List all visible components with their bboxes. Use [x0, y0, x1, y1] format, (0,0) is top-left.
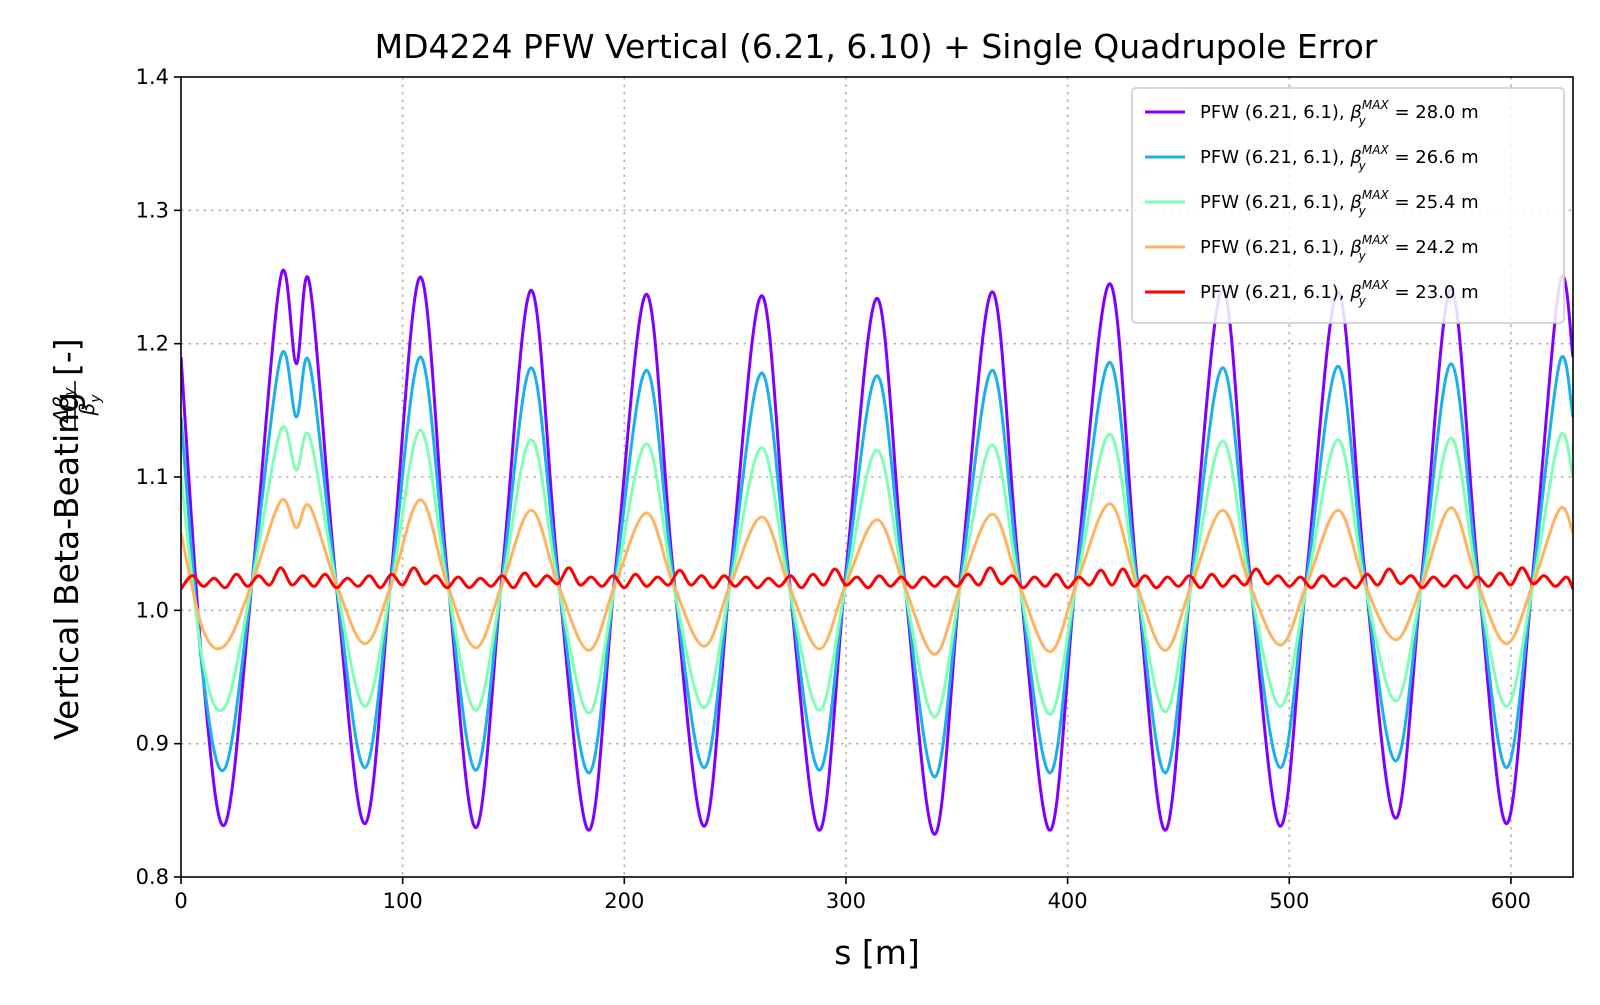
y-tick-label: 0.9 [136, 732, 169, 756]
series-layer [181, 268, 1573, 836]
series-line-1 [181, 268, 1573, 836]
y-tick-label: 1.4 [136, 65, 169, 89]
y-axis-unit: [-] [47, 338, 86, 376]
series-line-4 [181, 497, 1573, 656]
tick-layer: 0 100 200 300 400 500 600 0.8 0.9 1.0 1.1 1.2 1.3 1.4 [136, 65, 1531, 913]
y-tick-label: 1.2 [136, 332, 169, 356]
series-line-5 [181, 566, 1573, 590]
x-tick-label: 200 [604, 889, 644, 913]
x-tick-label: 100 [383, 889, 423, 913]
y-fraction-numerator-sub: y [62, 387, 78, 397]
legend-label: PFW (6.21, 6.1), βMAX y = 26.6 m [1200, 143, 1479, 173]
y-axis-title-text: Vertical Beta-Beating [47, 392, 86, 740]
legend-label: PFW (6.21, 6.1), βMAX y = 25.4 m [1200, 188, 1479, 218]
y-fraction-numerator-main: Δβ [49, 396, 73, 425]
y-fraction-numerator: Δβy [49, 387, 78, 424]
y-tick-label: 1.1 [136, 465, 169, 489]
y-axis-fraction: Δβy βy [49, 381, 104, 429]
chart-title: MD4224 PFW Vertical (6.21, 6.10) + Singl… [375, 27, 1378, 66]
y-fraction-denominator-main: β [75, 403, 99, 417]
legend-frame [1131, 87, 1565, 324]
y-fraction-denominator: βy [75, 394, 104, 417]
x-tick-label: 300 [826, 889, 866, 913]
x-tick-label: 400 [1048, 889, 1088, 913]
x-tick-label: 600 [1491, 889, 1531, 913]
legend-items: PFW (6.21, 6.1), βMAX y = 28.0 m PFW (6.21… [1145, 98, 1479, 308]
legend-label: PFW (6.21, 6.1), βMAX y = 24.2 m [1200, 233, 1479, 263]
x-tick-label: 500 [1269, 889, 1309, 913]
y-tick-label: 0.8 [136, 865, 169, 889]
y-tick-label: 1.0 [136, 598, 169, 622]
legend-label: PFW (6.21, 6.1), βMAX y = 28.0 m [1200, 98, 1479, 128]
legend-label: PFW (6.21, 6.1), βMAX y = 23.0 m [1200, 278, 1479, 308]
y-tick-label: 1.3 [136, 198, 169, 222]
series-line-2 [181, 350, 1573, 779]
legend: PFW (6.21, 6.1), βMAX y = 28.0 m PFW (6.21… [1131, 87, 1565, 324]
x-axis-title: s [m] [834, 933, 920, 972]
y-axis-title: Vertical Beta-Beating Δβy βy [-] [47, 338, 104, 740]
x-tick-label: 0 [174, 889, 187, 913]
y-fraction-denominator-sub: y [88, 394, 104, 404]
